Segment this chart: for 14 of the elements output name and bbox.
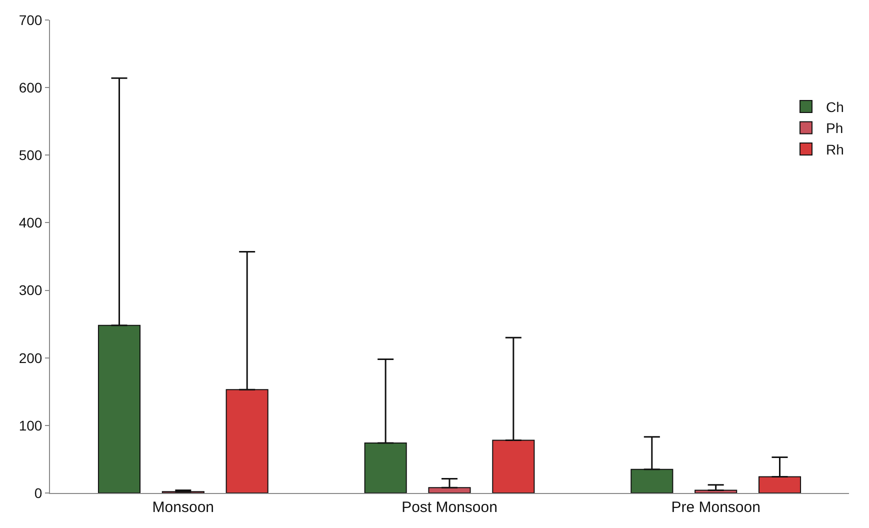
legend-label: Rh (826, 141, 844, 158)
x-tick-label: Pre Monsoon (671, 499, 760, 516)
legend-label: Ph (826, 120, 844, 136)
y-tick-label: 500 (18, 147, 42, 164)
x-tick-label: Post Monsoon (402, 499, 498, 516)
y-tick-label: 200 (18, 350, 42, 366)
y-tick-label: 100 (18, 417, 42, 434)
y-tick-label: 600 (18, 79, 42, 96)
legend-label: Ch (826, 99, 844, 116)
y-tick-label: 0 (34, 484, 42, 501)
y-tick-label: 400 (18, 214, 42, 231)
y-tick-label: 700 (18, 12, 42, 28)
x-tick-label: Monsoon (152, 499, 214, 516)
y-tick-label: 300 (18, 282, 42, 298)
